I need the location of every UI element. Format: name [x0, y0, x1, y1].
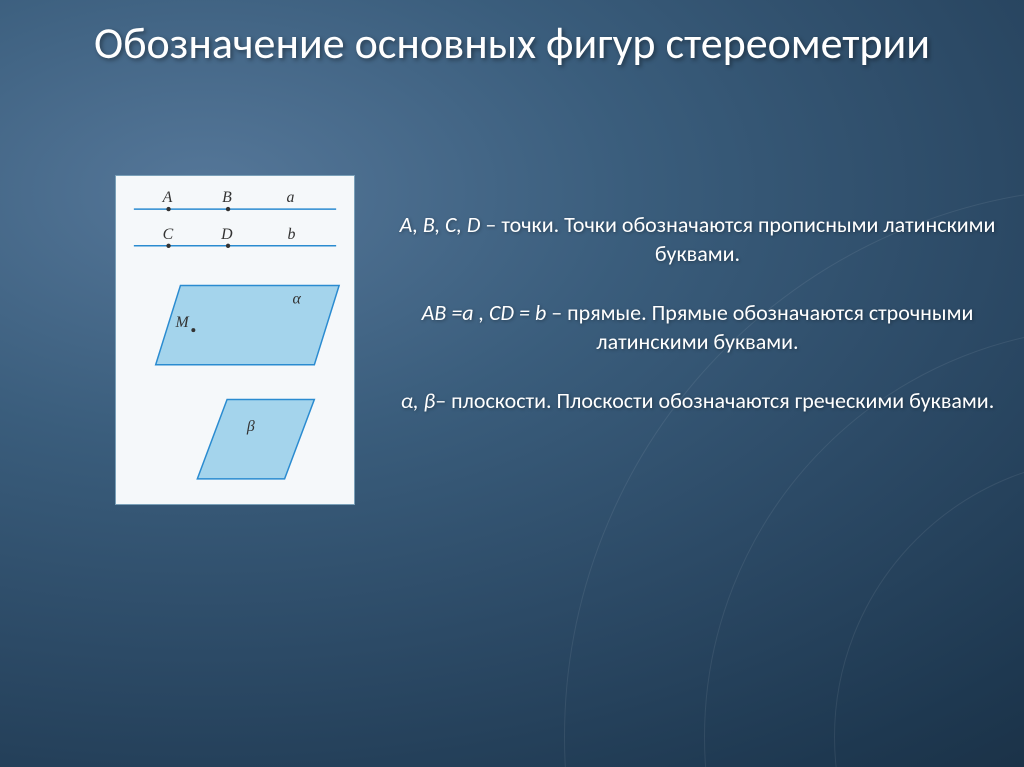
plane-beta-label: β: [246, 418, 255, 435]
point-d-dot: [226, 244, 230, 248]
point-a-label: A: [162, 189, 173, 206]
diagram-svg: A B a C D b α M β: [116, 176, 354, 504]
paragraph-planes: α, β– плоскости. Плоскости обозначаются …: [395, 386, 1000, 415]
point-c-label: C: [163, 226, 174, 243]
body-text: A, B, C, D – точки. Точки обозначаются п…: [395, 210, 1000, 445]
point-b-label: B: [222, 189, 232, 206]
slide: Обозначение основных фигур стереометрии …: [0, 0, 1024, 767]
slide-title: Обозначение основных фигур стереометрии: [0, 18, 1024, 69]
paragraph-lines: AB =a , CD = b – прямые. Прямые обознача…: [395, 298, 1000, 356]
paragraph-rest: – точки. Точки обозначаются прописными л…: [480, 211, 995, 267]
paragraph-lead: A, B, C, D: [400, 211, 481, 238]
point-m-dot: [191, 328, 195, 332]
point-c-dot: [166, 244, 170, 248]
plane-beta: [197, 400, 314, 479]
geometry-diagram: A B a C D b α M β: [115, 175, 355, 505]
line-b-label: b: [288, 226, 296, 243]
point-d-label: D: [220, 226, 233, 243]
point-a-dot: [166, 207, 170, 211]
plane-alpha-label: α: [293, 290, 302, 307]
point-m-label: M: [175, 314, 190, 331]
paragraph-rest: – плоскости. Плоскости обозначаются греч…: [435, 387, 994, 414]
paragraph-lead: AB =a , CD = b: [422, 299, 547, 326]
paragraph-rest: – прямые. Прямые обозначаются строчными …: [546, 299, 973, 355]
decoration-circle: [834, 457, 1024, 767]
paragraph-points: A, B, C, D – точки. Точки обозначаются п…: [395, 210, 1000, 268]
paragraph-lead: α, β: [401, 387, 436, 414]
line-a-label: a: [287, 189, 295, 206]
point-b-dot: [226, 207, 230, 211]
